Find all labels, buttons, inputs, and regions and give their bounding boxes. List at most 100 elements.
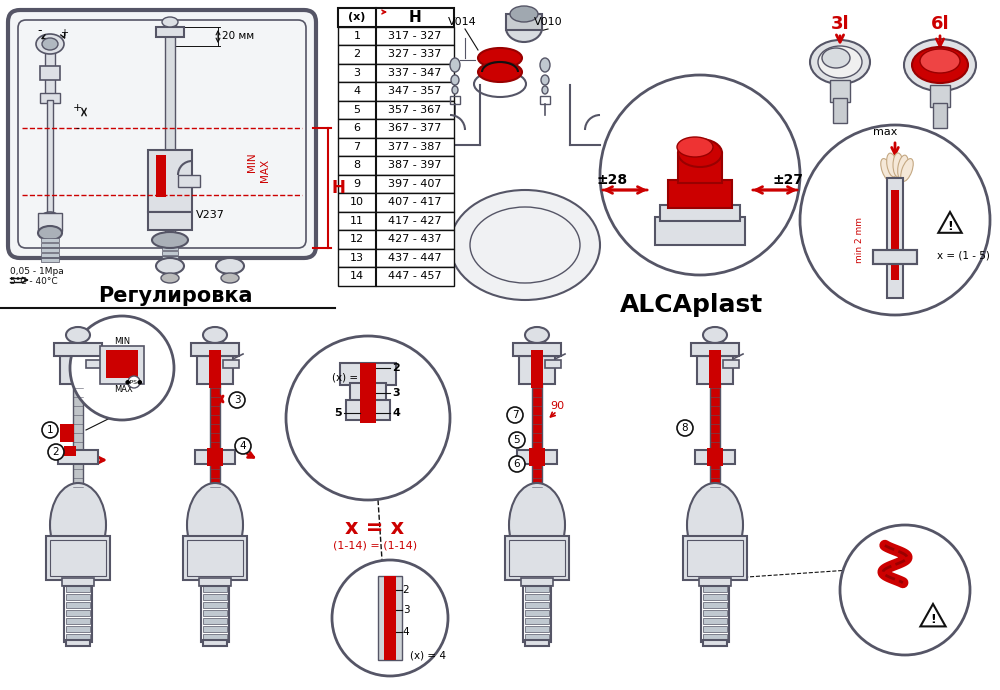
Ellipse shape xyxy=(221,273,239,283)
Text: x = (1 - 5): x = (1 - 5) xyxy=(937,250,990,260)
Bar xyxy=(703,618,727,624)
Bar xyxy=(40,93,60,103)
Text: min 2 mm: min 2 mm xyxy=(856,217,864,263)
Text: 437 - 447: 437 - 447 xyxy=(388,253,442,263)
Text: 357 - 367: 357 - 367 xyxy=(388,105,442,115)
Bar xyxy=(338,193,454,212)
Bar xyxy=(203,626,227,632)
Bar xyxy=(891,190,899,280)
Circle shape xyxy=(509,432,525,448)
Ellipse shape xyxy=(542,86,548,94)
Text: 4: 4 xyxy=(353,86,361,96)
Text: 5: 5 xyxy=(334,408,342,418)
Bar xyxy=(707,448,723,466)
Bar xyxy=(156,155,166,197)
Ellipse shape xyxy=(66,327,90,343)
Bar xyxy=(203,634,227,640)
Text: 12: 12 xyxy=(350,234,364,244)
Bar xyxy=(100,346,144,384)
Text: max: max xyxy=(873,127,897,137)
Text: 90: 90 xyxy=(550,401,564,411)
Ellipse shape xyxy=(509,483,565,567)
Bar xyxy=(703,586,727,592)
Bar xyxy=(73,384,83,499)
Bar xyxy=(156,27,184,37)
Bar xyxy=(873,250,917,264)
Bar xyxy=(703,634,727,640)
Text: x = x: x = x xyxy=(345,518,405,538)
Bar xyxy=(384,576,396,660)
Ellipse shape xyxy=(450,58,460,72)
Bar xyxy=(525,602,549,608)
Text: 3: 3 xyxy=(403,605,409,615)
Ellipse shape xyxy=(687,483,743,567)
Bar xyxy=(683,536,747,580)
Text: ±27: ±27 xyxy=(772,173,804,187)
Text: 427 - 437: 427 - 437 xyxy=(388,234,442,244)
Bar xyxy=(207,335,223,343)
Bar xyxy=(655,217,745,245)
Bar xyxy=(191,343,239,356)
Text: 6: 6 xyxy=(514,459,520,469)
Bar xyxy=(86,360,102,368)
Text: 4: 4 xyxy=(240,441,246,451)
Bar xyxy=(545,360,561,368)
Bar xyxy=(41,238,59,242)
Text: 8: 8 xyxy=(353,160,361,170)
Bar xyxy=(41,248,59,252)
Bar xyxy=(710,384,720,499)
Circle shape xyxy=(235,438,251,454)
Text: -: - xyxy=(75,123,79,133)
Bar xyxy=(523,586,551,642)
Ellipse shape xyxy=(881,159,893,181)
Text: 2: 2 xyxy=(53,447,59,457)
Bar xyxy=(930,85,950,107)
Bar xyxy=(521,578,553,586)
Circle shape xyxy=(286,336,450,500)
Bar xyxy=(687,540,743,576)
Bar xyxy=(338,63,454,82)
Bar xyxy=(517,450,557,464)
Text: 2: 2 xyxy=(353,49,361,59)
Text: 11: 11 xyxy=(350,216,364,226)
Bar xyxy=(338,248,454,267)
Text: 317 - 327: 317 - 327 xyxy=(388,31,442,41)
Text: 407 - 417: 407 - 417 xyxy=(388,197,442,207)
Bar xyxy=(66,602,90,608)
Circle shape xyxy=(70,316,174,420)
Bar xyxy=(338,26,454,45)
Text: 377 - 387: 377 - 387 xyxy=(388,141,442,152)
Bar xyxy=(50,540,106,576)
Bar xyxy=(162,256,178,260)
Ellipse shape xyxy=(898,155,908,179)
Ellipse shape xyxy=(36,34,64,54)
Bar xyxy=(47,100,53,220)
Text: (x): (x) xyxy=(348,12,366,22)
Ellipse shape xyxy=(42,38,58,50)
Bar xyxy=(66,586,90,592)
Ellipse shape xyxy=(216,258,244,274)
Bar xyxy=(338,230,454,248)
Bar xyxy=(532,384,542,499)
Text: V237: V237 xyxy=(196,210,224,220)
Text: (1-14) = (1-14): (1-14) = (1-14) xyxy=(333,541,417,551)
Bar xyxy=(346,400,390,420)
Bar xyxy=(207,448,223,466)
Bar xyxy=(350,383,386,401)
Text: !: ! xyxy=(930,613,936,626)
Bar xyxy=(723,360,739,368)
Bar xyxy=(66,610,90,616)
Text: -: - xyxy=(38,25,42,37)
Bar xyxy=(203,610,227,616)
Bar xyxy=(187,540,243,576)
Bar xyxy=(505,536,569,580)
Ellipse shape xyxy=(901,159,913,181)
Text: V010: V010 xyxy=(534,17,562,27)
Bar xyxy=(703,602,727,608)
Bar xyxy=(509,540,565,576)
Bar xyxy=(525,618,549,624)
Circle shape xyxy=(677,420,693,436)
Text: 1: 1 xyxy=(47,425,53,435)
Bar xyxy=(62,578,94,586)
Text: 14: 14 xyxy=(350,271,364,282)
